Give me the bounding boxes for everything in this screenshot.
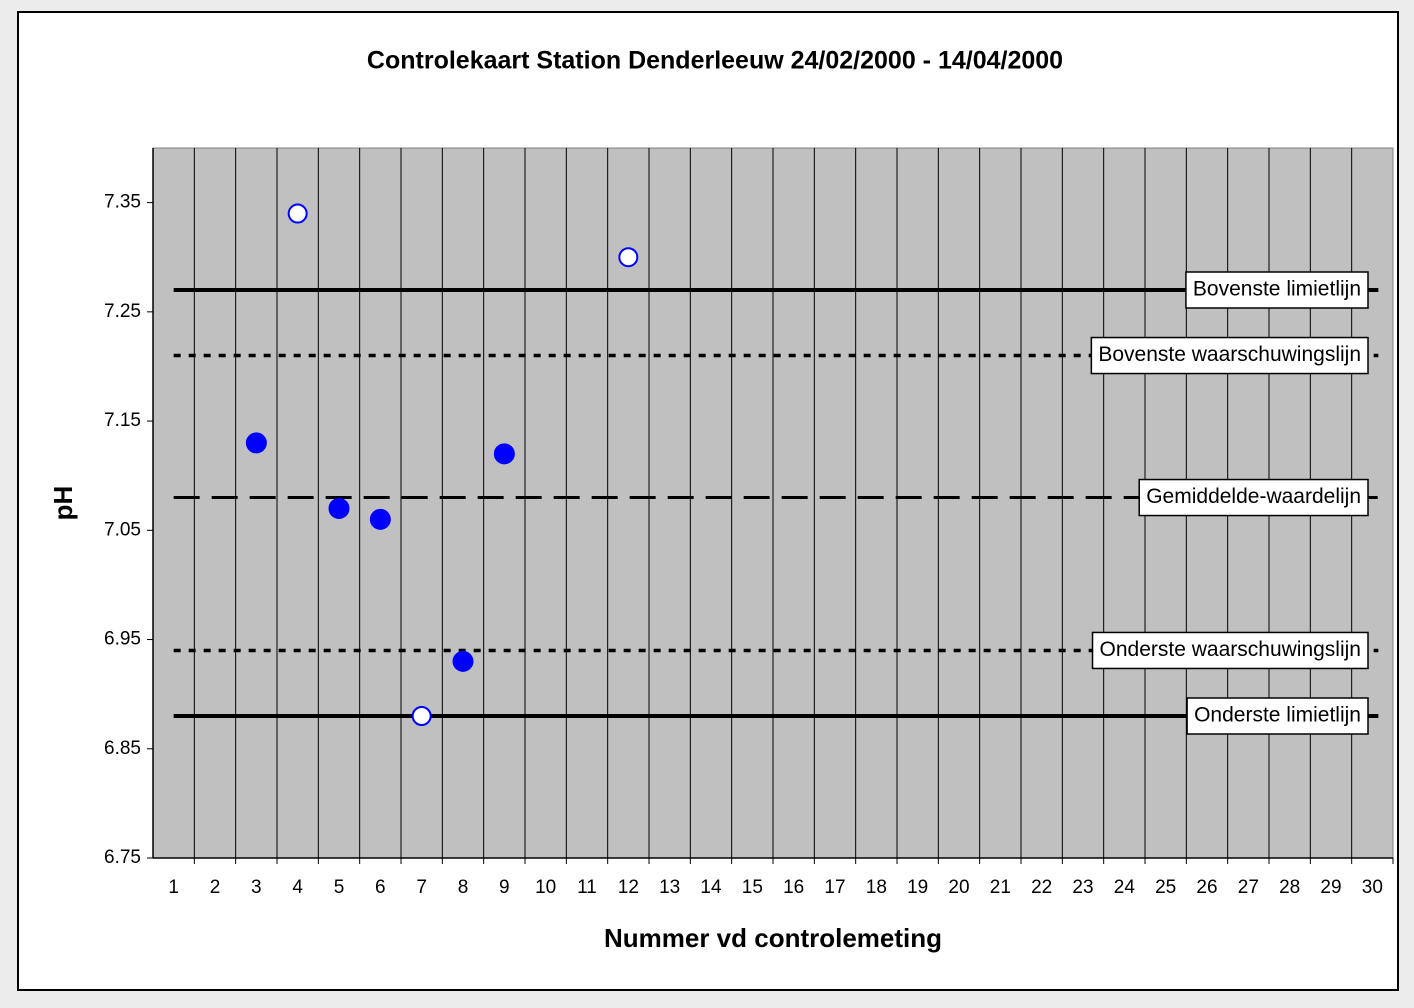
data-point	[493, 443, 515, 465]
line-label: Gemiddelde-waardelijn	[1146, 485, 1361, 508]
data-point	[618, 247, 639, 268]
x-tick-label: 16	[783, 877, 804, 898]
x-tick-label: 29	[1320, 877, 1341, 898]
x-tick-label: 6	[375, 877, 386, 898]
x-tick-label: 5	[334, 877, 345, 898]
x-tick-label: 26	[1196, 877, 1217, 898]
x-tick-label: 17	[824, 877, 845, 898]
x-tick-label: 20	[948, 877, 969, 898]
line-label-box	[1186, 697, 1369, 735]
x-tick-label: 19	[907, 877, 928, 898]
x-tick-label: 18	[866, 877, 887, 898]
line-label-box	[1185, 271, 1369, 309]
x-tick-label: 30	[1362, 877, 1383, 898]
x-tick-label: 1	[168, 877, 179, 898]
x-tick-label: 10	[535, 877, 556, 898]
x-tick-label: 25	[1155, 877, 1176, 898]
x-tick-label: 11	[577, 877, 597, 898]
x-tick-label: 23	[1072, 877, 1093, 898]
data-point	[287, 203, 308, 224]
x-tick-label: 4	[292, 877, 303, 898]
data-point	[245, 432, 267, 454]
x-axis-label: Nummer vd controlemeting	[604, 923, 942, 953]
y-tick-label: 7.15	[104, 410, 141, 431]
y-tick-label: 7.35	[104, 192, 141, 213]
x-tick-label: 3	[251, 877, 262, 898]
x-tick-label: 12	[618, 877, 639, 898]
line-label: Bovenste limietlijn	[1193, 278, 1361, 301]
line-label: Onderste limietlijn	[1194, 704, 1361, 727]
y-tick-label: 6.75	[104, 847, 141, 868]
data-point	[328, 497, 350, 519]
line-label-box	[1090, 336, 1369, 375]
y-tick-label: 7.25	[104, 301, 141, 322]
line-label-box	[1091, 631, 1369, 670]
x-tick-label: 27	[1238, 877, 1259, 898]
x-tick-label: 24	[1114, 877, 1136, 898]
x-tick-label: 22	[1031, 877, 1052, 898]
x-tick-label: 8	[458, 877, 469, 898]
x-tick-label: 15	[742, 877, 763, 898]
line-label-box	[1138, 478, 1369, 517]
x-tick-label: 9	[499, 877, 510, 898]
line-label: Bovenste waarschuwingslijn	[1098, 343, 1361, 366]
data-point	[411, 706, 432, 726]
x-tick-label: 14	[700, 877, 722, 898]
data-point	[452, 650, 474, 672]
y-axis-label: pH	[48, 486, 78, 521]
line-label: Onderste waarschuwingslijn	[1100, 638, 1361, 661]
data-point	[369, 508, 391, 530]
chart-title: Controlekaart Station Denderleeuw 24/02/…	[367, 47, 1063, 75]
x-tick-label: 28	[1279, 877, 1300, 898]
x-tick-label: 21	[990, 877, 1011, 898]
x-tick-label: 2	[210, 877, 221, 898]
y-tick-label: 6.95	[104, 629, 141, 650]
x-tick-label: 7	[416, 877, 427, 898]
y-tick-label: 7.05	[104, 519, 141, 540]
y-tick-label: 6.85	[104, 738, 141, 759]
x-tick-label: 13	[659, 877, 680, 898]
